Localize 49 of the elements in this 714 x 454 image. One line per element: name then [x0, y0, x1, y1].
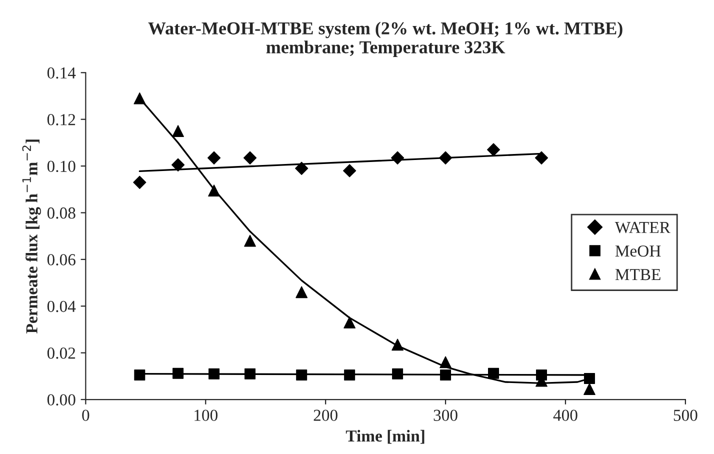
point [392, 338, 404, 351]
point [243, 151, 257, 164]
x-axis-title: Time [min] [346, 430, 424, 444]
y-tick-label: 0.10 [47, 160, 76, 172]
point [438, 151, 452, 164]
point [208, 368, 220, 380]
point [440, 370, 452, 381]
legend-label: MeOH [615, 245, 661, 257]
legend-label: MTBE [615, 269, 660, 280]
y-tick-label: 0.04 [47, 300, 76, 312]
point [134, 370, 146, 381]
x-tick-label: 400 [553, 410, 578, 421]
point [244, 234, 256, 247]
x-tick-label: 200 [314, 410, 338, 421]
y-tick-label: 0.08 [47, 207, 76, 219]
legend-label: WATER [614, 222, 670, 234]
point [172, 125, 184, 137]
point [390, 151, 404, 164]
point [440, 356, 452, 368]
point [344, 316, 356, 328]
point [296, 370, 308, 381]
point [344, 370, 356, 381]
point [584, 383, 596, 395]
point [343, 164, 356, 178]
y-tick-label: 0.12 [47, 114, 76, 126]
point [244, 368, 256, 380]
point [488, 368, 500, 379]
x-tick-label: 100 [194, 410, 218, 421]
point [208, 184, 220, 196]
x-tick-label: 300 [434, 410, 458, 421]
y-tick-label: 0.06 [47, 254, 76, 266]
x-tick-label: 0 [82, 410, 90, 421]
point [534, 151, 548, 164]
point [134, 92, 146, 104]
point [133, 176, 146, 189]
point [207, 151, 221, 164]
chart-title: Water-MeOH-MTBE system (2% wt. MeOH; 1% wt. MTBE) membrane; Temperature 323K [148, 22, 622, 58]
y-tick-label: 0.02 [47, 348, 76, 359]
x-tick-label: 500 [674, 410, 698, 421]
point [486, 143, 500, 156]
y-tick-label: 0.14 [47, 67, 76, 79]
point [584, 373, 595, 384]
point [296, 286, 308, 298]
point [171, 158, 185, 172]
y-axis-title: Permeate flux [kg h$^{−1}$m$^{−2}$] [22, 140, 41, 334]
point [172, 368, 184, 379]
point [392, 368, 404, 380]
point [295, 162, 308, 175]
y-tick-label: 0.00 [47, 394, 76, 406]
